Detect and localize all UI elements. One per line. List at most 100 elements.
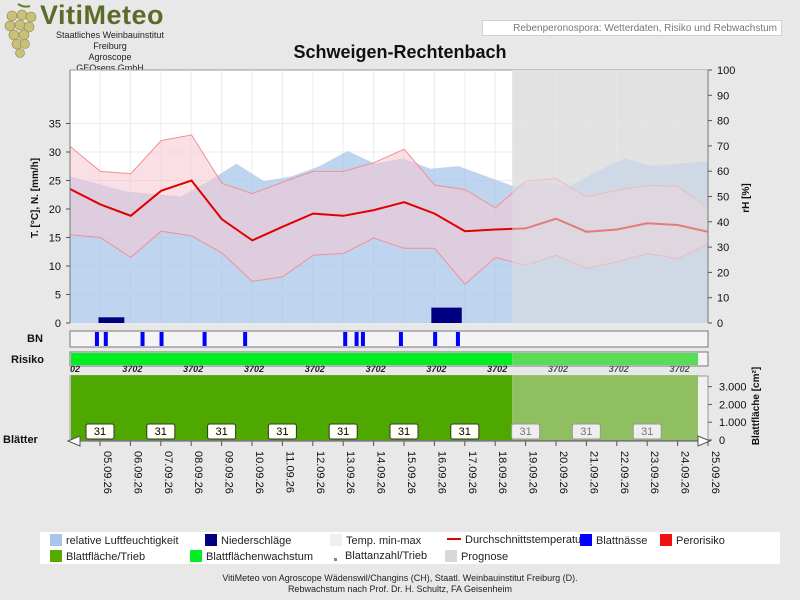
leaf-wetness-mark xyxy=(140,332,145,346)
x-tick-label: 12.09.26 xyxy=(314,451,326,494)
x-tick-label: 13.09.26 xyxy=(344,451,356,494)
legend-swatch xyxy=(660,534,672,546)
x-tick-label: 25.09.26 xyxy=(709,451,721,494)
legend-item: Perorisiko xyxy=(660,534,725,547)
legend-label: Blattfläche/Trieb xyxy=(66,551,146,563)
y-axis-right-label: rH [%] xyxy=(741,183,752,212)
leaf-wetness-mark xyxy=(360,332,365,346)
leaf-count-badge xyxy=(389,423,419,440)
forecast-overlay xyxy=(512,70,708,323)
y-right-tick-label: 70 xyxy=(717,141,729,153)
risk-id-label: 3702 xyxy=(244,364,264,374)
leaf-wetness-mark xyxy=(354,332,359,346)
y-left-tick-label: 35 xyxy=(49,119,61,131)
legend-swatch xyxy=(447,538,461,540)
y-right-tick-label: 30 xyxy=(717,242,729,254)
leaf-count-badge xyxy=(328,423,358,440)
y-axis-left-label: T. [°C], N. [mm/h] xyxy=(30,158,41,238)
legend-swatch xyxy=(445,550,457,562)
leaf-wetness-mark xyxy=(398,332,403,346)
leaf-count-label: 31 xyxy=(94,426,106,438)
leaf-area-forecast-fill xyxy=(512,375,698,440)
legend-label: Durchschnittstemperatur xyxy=(465,534,585,546)
y-right-tick-label: 50 xyxy=(717,192,729,204)
bn-label: BN xyxy=(27,333,43,345)
leaf-axis-label: Blattfläche [cm²] xyxy=(751,367,762,445)
leaf-count-badge xyxy=(450,423,480,440)
x-tick-label: 23.09.26 xyxy=(648,451,660,494)
y-left-tick-label: 10 xyxy=(49,261,61,273)
x-tick-label: 11.09.26 xyxy=(283,451,295,493)
leaf-count-label: 31 xyxy=(459,426,471,438)
legend-label: Perorisiko xyxy=(676,535,725,547)
leaf-tick-label: 3.000 xyxy=(719,382,747,394)
risk-id-label: 3702 xyxy=(426,364,446,374)
x-tick-label: 18.09.26 xyxy=(496,451,508,494)
y-right-tick-label: 90 xyxy=(717,90,729,102)
y-right-tick-label: 10 xyxy=(717,293,729,305)
y-right-tick-label: 20 xyxy=(717,267,729,279)
org-line: GEOsens GmbH xyxy=(76,63,144,73)
y-left-tick-label: 15 xyxy=(49,233,61,245)
org-line: Agroscope xyxy=(88,52,132,62)
footer: VitiMeteo von Agroscope Wädenswil/Changi… xyxy=(0,573,800,595)
x-tick-label: 17.09.26 xyxy=(466,451,478,494)
x-tick-label: 19.09.26 xyxy=(527,451,539,494)
brand-name: VitiMeteo xyxy=(40,0,165,30)
legend-swatch xyxy=(50,550,62,562)
footer-line: Rebwachstum nach Prof. Dr. H. Schultz, F… xyxy=(287,584,513,594)
legend-label: relative Luftfeuchtigkeit xyxy=(66,535,179,547)
leaf-count-badge xyxy=(146,423,176,440)
legend: relative Luftfeuchtigkeit Niederschläge Te… xyxy=(40,532,780,564)
risk-id-label: 3702 xyxy=(122,364,142,374)
x-tick-label: 07.09.26 xyxy=(162,451,174,494)
legend-item: Blattnässe xyxy=(580,534,647,547)
leaf-count-badge xyxy=(511,423,541,440)
risk-strip-none xyxy=(71,353,513,365)
y-left-tick-label: 30 xyxy=(49,147,61,159)
legend-label: Prognose xyxy=(461,551,509,563)
leaf-count-label: 31 xyxy=(337,426,349,438)
legend-item: Blattfläche/Trieb xyxy=(50,550,145,563)
leaf-count-label: 31 xyxy=(641,426,653,438)
leaf-count-badge xyxy=(85,423,115,440)
legend-label: Temp. min-max xyxy=(346,535,422,547)
scroll-left-arrow-icon xyxy=(66,435,81,447)
leaf-count-badge xyxy=(632,423,662,440)
legend-swatch xyxy=(334,558,337,561)
risk-id-label: 3702 xyxy=(670,364,690,374)
page-subtitle: Rebenperonospora: Wetterdaten, Risiko un… xyxy=(482,20,782,36)
leaf-tick-label: 2.000 xyxy=(719,399,747,411)
risk-id-label: 3702 xyxy=(609,364,629,374)
x-tick-label: 24.09.26 xyxy=(679,451,691,494)
risk-id-label: 3702 xyxy=(366,364,386,374)
leaf-wetness-mark xyxy=(343,332,348,346)
precipitation-bar xyxy=(98,317,125,323)
y-left-tick-label: 20 xyxy=(49,204,61,216)
leaf-tick-label: 1.000 xyxy=(719,417,747,429)
y-right-tick-label: 100 xyxy=(717,65,735,77)
legend-item: Temp. min-max xyxy=(330,534,421,547)
x-tick-label: 15.09.26 xyxy=(405,451,417,494)
leaf-count-label: 31 xyxy=(215,426,227,438)
y-left-tick-label: 5 xyxy=(55,290,61,302)
risk-id-label: 3702 xyxy=(305,364,325,374)
legend-label: Blattnässe xyxy=(596,535,648,547)
x-tick-label: 06.09.26 xyxy=(131,451,143,494)
chart-title: Schweigen-Rechtenbach xyxy=(293,42,507,62)
y-left-tick-label: 0 xyxy=(55,318,61,330)
leaf-wetness-mark xyxy=(159,332,164,346)
legend-item: Blattanzahl/Trieb xyxy=(330,550,427,562)
footer-line: VitiMeteo von Agroscope Wädenswil/Changi… xyxy=(222,573,578,583)
legend-swatch xyxy=(50,534,62,546)
leaf-wetness-mark xyxy=(243,332,248,346)
y-right-tick-label: 60 xyxy=(717,166,729,178)
leaf-count-badge xyxy=(267,423,297,440)
leaf-wetness-mark xyxy=(433,332,438,346)
legend-swatch xyxy=(190,550,202,562)
legend-item: Durchschnittstemperatur xyxy=(447,534,585,546)
x-tick-label: 10.09.26 xyxy=(253,451,265,494)
y-right-tick-label: 0 xyxy=(717,318,723,330)
leaf-tick-label: 0 xyxy=(719,435,725,447)
